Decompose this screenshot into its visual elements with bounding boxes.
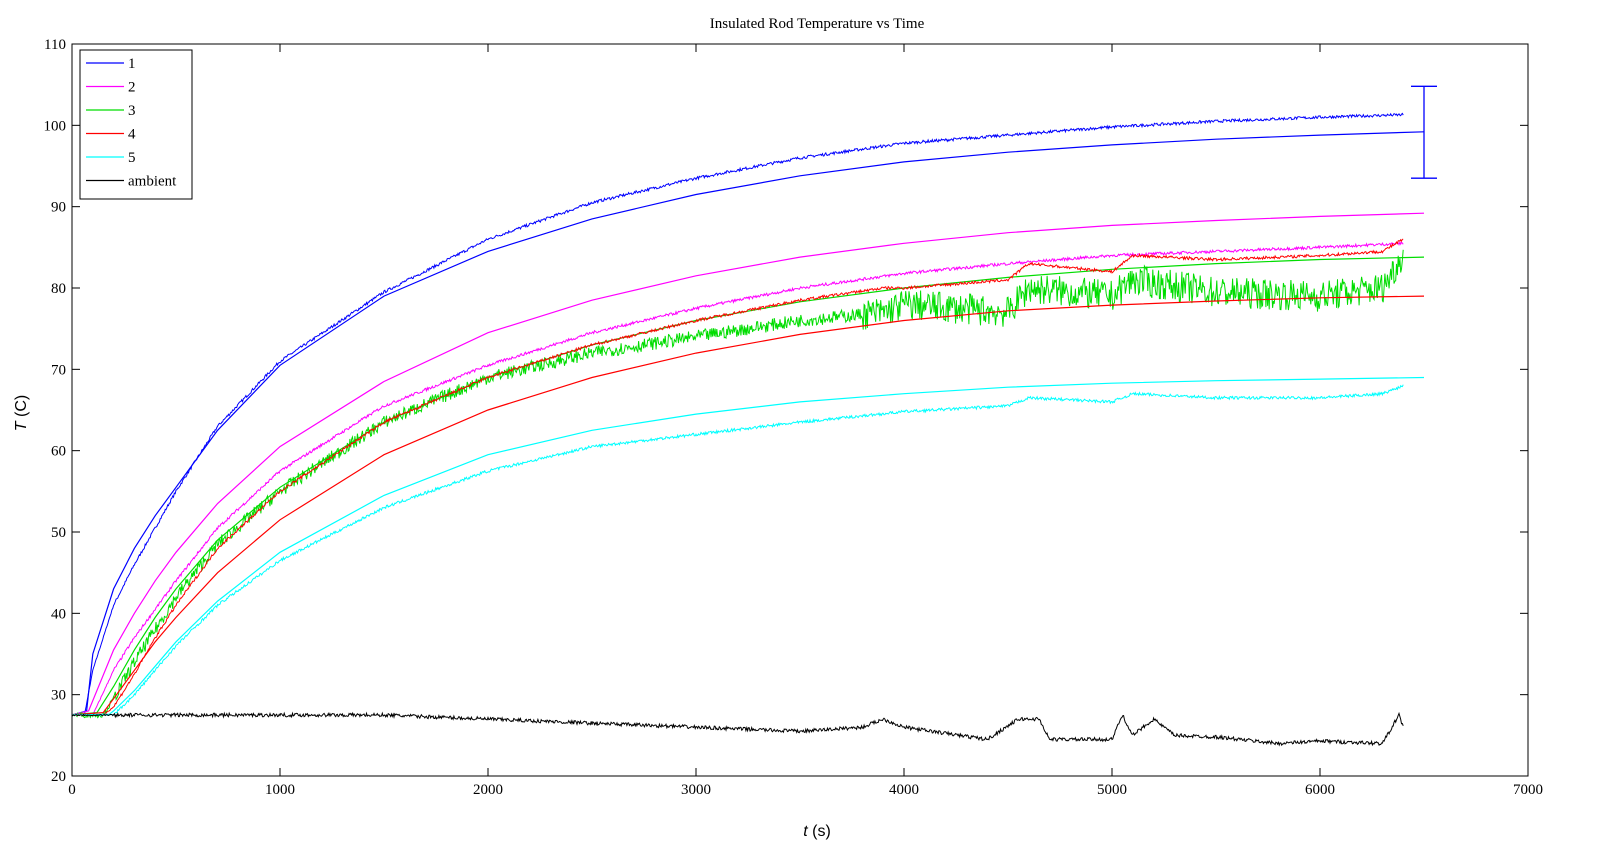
series-3-measured-line bbox=[71, 249, 1404, 719]
legend-entry-label: 3 bbox=[128, 103, 136, 119]
x-tick-label: 1000 bbox=[265, 782, 295, 798]
legend-entry-label: 2 bbox=[128, 80, 136, 96]
y-tick-label: 40 bbox=[51, 606, 66, 622]
x-tick-label: 2000 bbox=[473, 782, 503, 798]
legend-entry-label: 5 bbox=[128, 150, 136, 166]
x-tick-label: 0 bbox=[68, 782, 76, 798]
y-tick-label: 20 bbox=[51, 769, 66, 785]
series-ambient-measured-line bbox=[71, 711, 1404, 747]
y-axis-unit: (C) bbox=[13, 395, 30, 422]
x-axis-label: t (s) bbox=[803, 823, 831, 840]
series-1-measured-line bbox=[71, 112, 1404, 716]
y-axis-variable: T bbox=[13, 420, 30, 431]
y-tick-label: 30 bbox=[51, 688, 66, 704]
y-tick-label: 90 bbox=[51, 200, 66, 216]
plot-area bbox=[71, 85, 1437, 747]
series-1-model-line bbox=[71, 131, 1425, 716]
y-tick-label: 60 bbox=[51, 444, 66, 460]
series-2-model-line bbox=[71, 212, 1425, 716]
x-tick-label: 3000 bbox=[681, 782, 711, 798]
legend-entry-label: ambient bbox=[128, 174, 177, 190]
y-tick-label: 110 bbox=[44, 37, 66, 53]
series-5-measured-line bbox=[71, 384, 1404, 717]
legend-entry-label: 4 bbox=[128, 127, 136, 143]
x-tick-label: 7000 bbox=[1513, 782, 1543, 798]
x-axis-variable: t bbox=[803, 823, 808, 840]
series-2-measured-line bbox=[71, 240, 1404, 717]
legend-entry-label: 1 bbox=[128, 56, 136, 72]
legend: 1 2 3 4 5 ambient bbox=[79, 49, 193, 200]
series-5-model-line bbox=[71, 376, 1425, 716]
y-tick-label: 50 bbox=[51, 525, 66, 541]
x-tick-label: 6000 bbox=[1305, 782, 1335, 798]
y-tick-label: 100 bbox=[44, 118, 67, 134]
y-tick-label: 80 bbox=[51, 281, 66, 297]
series-4-measured-line bbox=[71, 238, 1404, 717]
x-tick-label: 4000 bbox=[889, 782, 919, 798]
y-tick-label: 70 bbox=[51, 362, 66, 378]
chart-title: Insulated Rod Temperature vs Time bbox=[710, 16, 925, 32]
y-axis-label: T (C) bbox=[13, 395, 30, 431]
axes-frame bbox=[71, 43, 1529, 777]
legend-box bbox=[79, 49, 193, 200]
x-axis-unit: (s) bbox=[808, 823, 831, 840]
axes: 0 1000 2000 3000 4000 5000 6000 7000 20 30 40 50 60 7… bbox=[44, 37, 1544, 798]
x-tick-label: 5000 bbox=[1097, 782, 1127, 798]
series-4-model-line bbox=[71, 295, 1425, 716]
